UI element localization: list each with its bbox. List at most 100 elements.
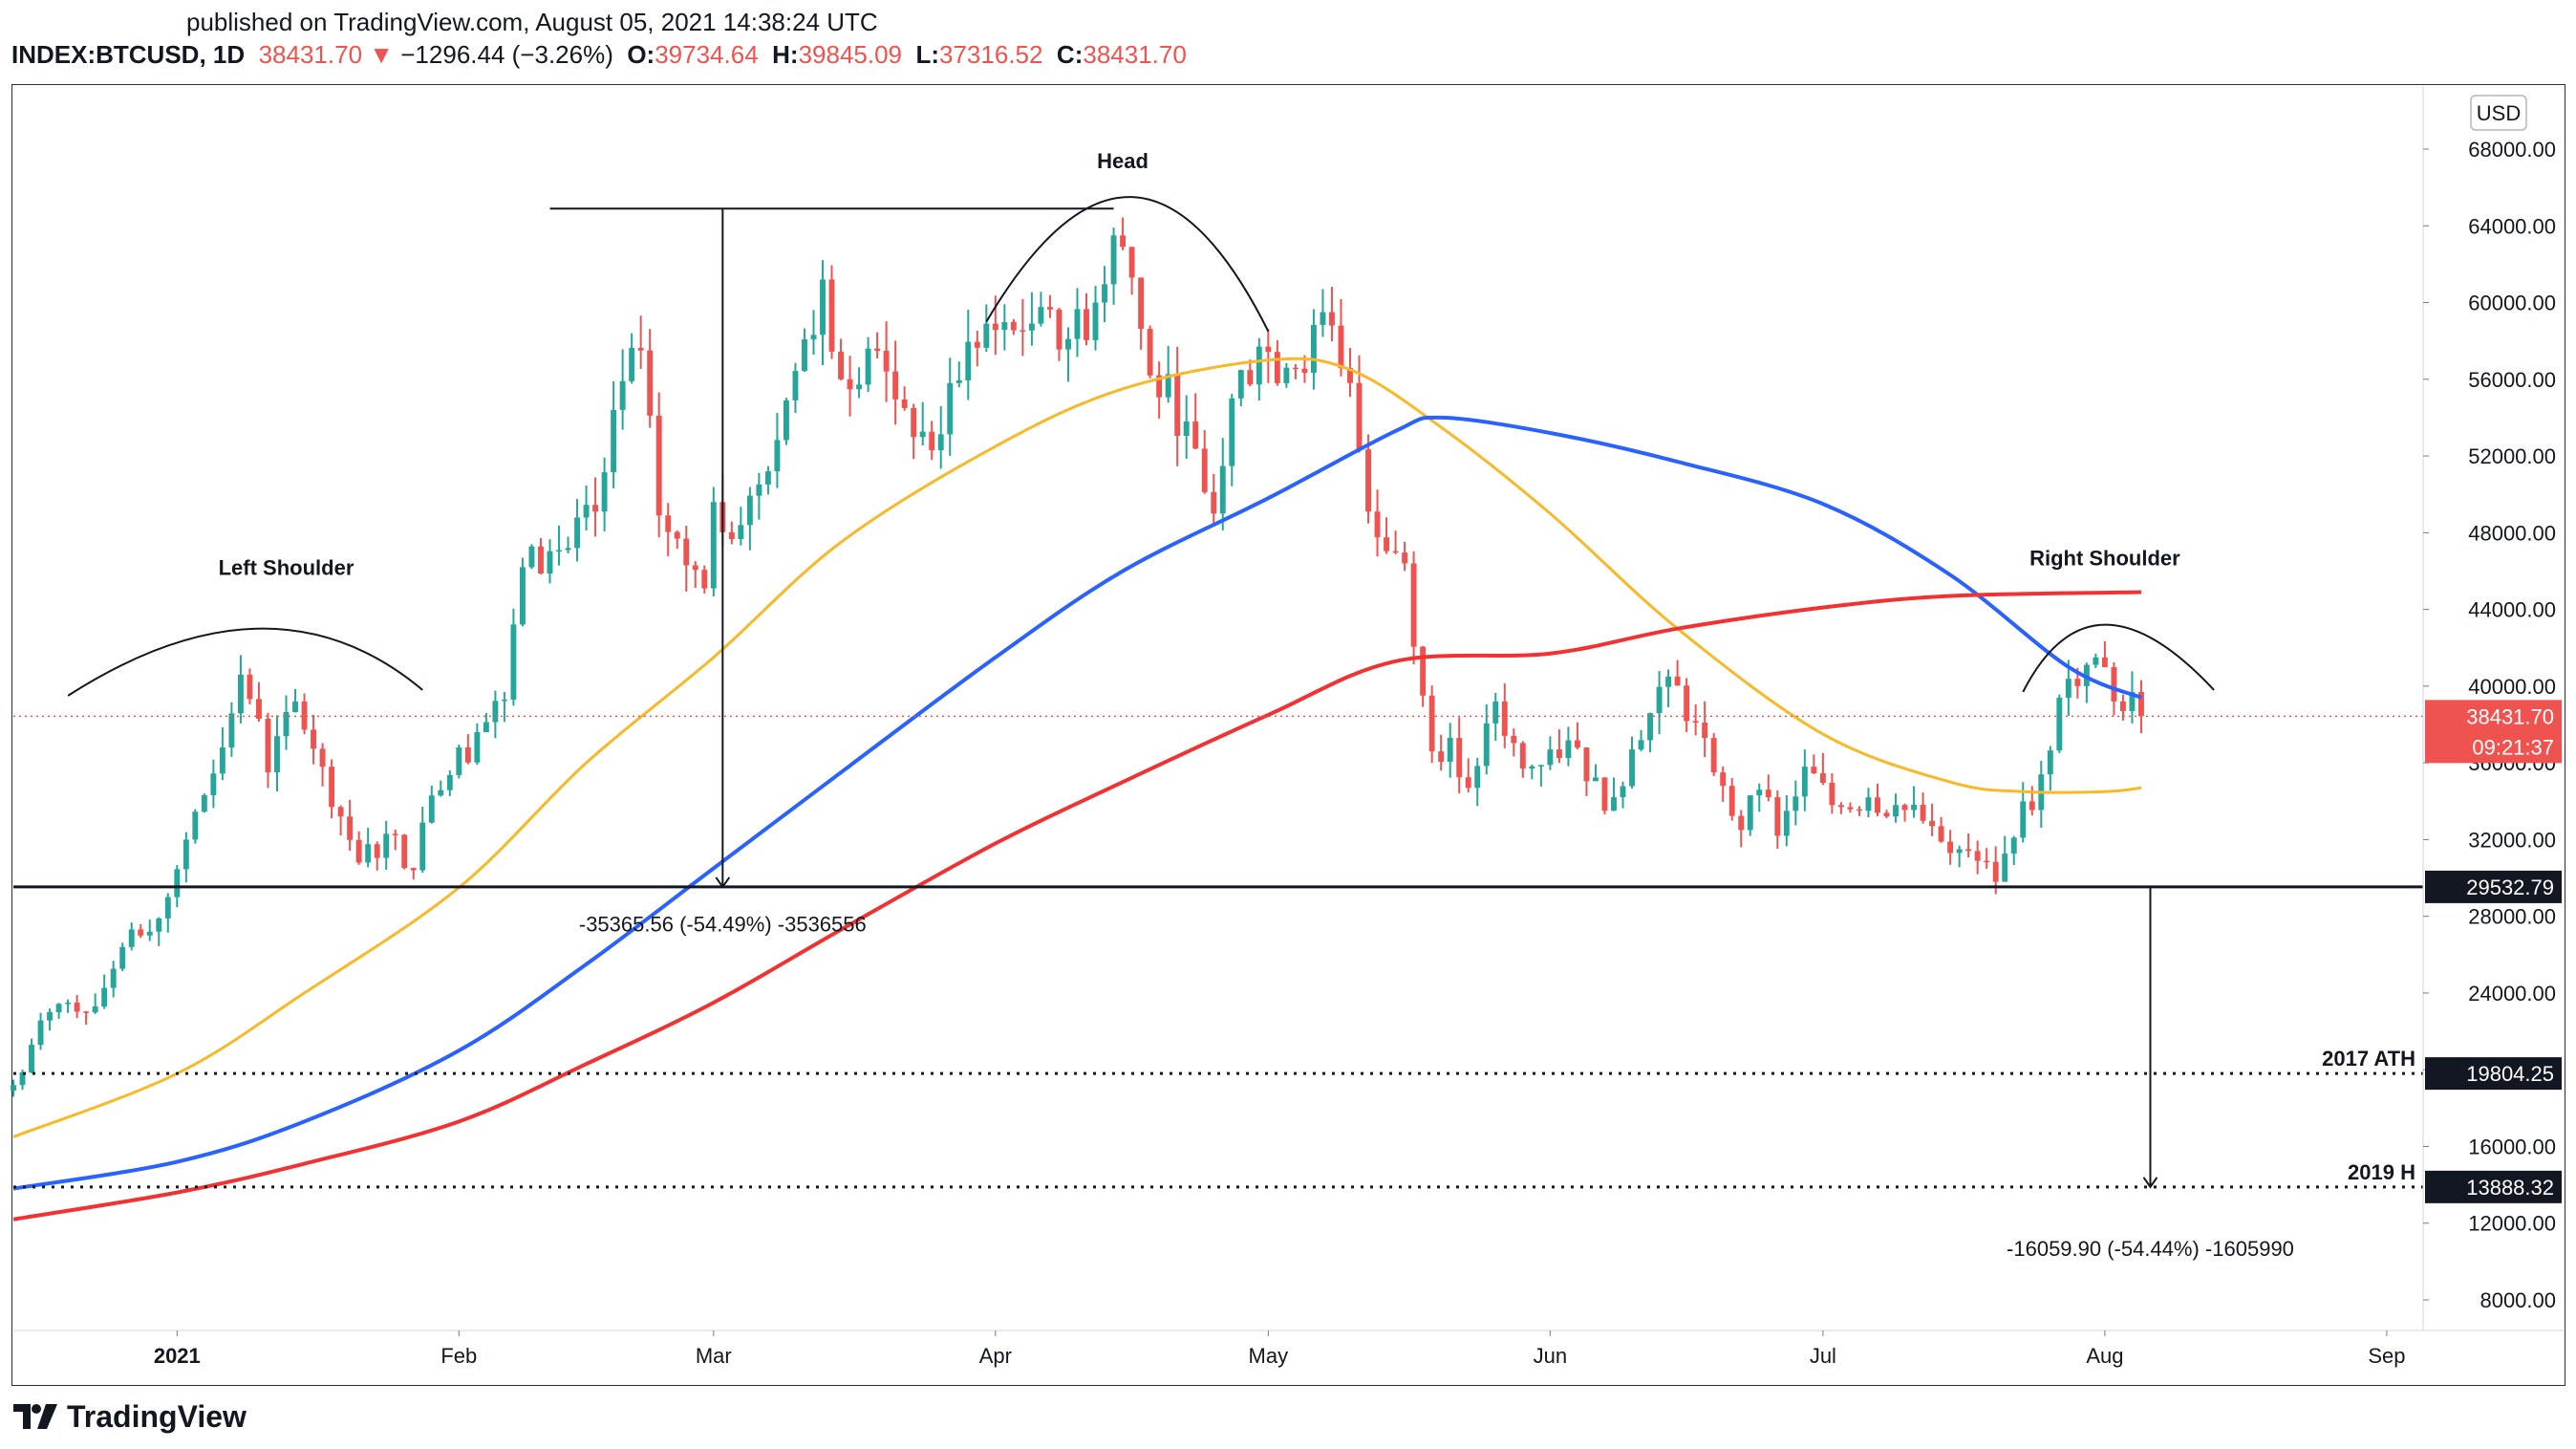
candle-up — [446, 774, 453, 790]
head-arc — [985, 196, 1270, 333]
candle-down — [1965, 849, 1972, 852]
candle-down — [637, 348, 644, 351]
candle-up — [182, 839, 189, 870]
candle-up — [483, 722, 489, 733]
candle-up — [29, 1045, 34, 1072]
candle-down — [1720, 772, 1727, 787]
candle-up — [11, 1085, 16, 1092]
symbol-name[interactable]: INDEX:BTCUSD, 1D — [11, 40, 246, 69]
candle-up — [1665, 676, 1672, 687]
candle-down — [1920, 804, 1926, 821]
candle-up — [1801, 767, 1808, 797]
candle-down — [683, 538, 690, 566]
candle-down — [1392, 551, 1399, 553]
candle-up — [2047, 750, 2053, 775]
label-2017-ath: 2017 ATH — [2322, 1047, 2415, 1071]
symbol-header: INDEX:BTCUSD, 1D 38431.70 ▼ −1296.44 (−3… — [11, 40, 1187, 70]
candle-up — [528, 546, 535, 568]
candle-down — [1365, 449, 1371, 512]
candle-up — [583, 505, 590, 518]
close-label: C: — [1056, 40, 1084, 69]
close-value: 38431.70 — [1083, 40, 1187, 69]
candle-down — [410, 868, 417, 871]
candle-down — [2111, 667, 2117, 702]
neckline-badge-value: 29532.79 — [2466, 876, 2554, 899]
candle-down — [974, 341, 980, 348]
candle-down — [1765, 789, 1771, 798]
chart-frame[interactable] — [11, 84, 2565, 1386]
candle-up — [383, 833, 390, 858]
candle-down — [892, 371, 899, 400]
candle-down — [2119, 701, 2126, 711]
candle-up — [2065, 679, 2072, 698]
candle-down — [901, 399, 908, 408]
currency-label: USD — [2477, 101, 2521, 125]
candle-up — [19, 1071, 26, 1086]
label-measure-head: -35365.56 (-54.49%) -3536556 — [579, 913, 867, 937]
candle-up — [756, 484, 762, 496]
candle-down — [247, 674, 253, 700]
candle-up — [1320, 312, 1326, 325]
candle-up — [428, 795, 435, 823]
label-right-shoulder: Right Shoulder — [2029, 546, 2180, 570]
candles-layer — [11, 217, 2144, 1097]
candle-down — [1501, 701, 1508, 736]
candle-down — [256, 699, 262, 719]
ma200-line — [12, 590, 2142, 1222]
y-tick-label: 64000.00 — [2468, 214, 2556, 238]
candle-down — [1829, 782, 1835, 806]
candle-down — [1211, 491, 1217, 514]
candle-up — [1565, 740, 1572, 758]
candle-down — [311, 729, 317, 749]
candle-up — [1110, 235, 1117, 285]
candle-down — [464, 746, 471, 763]
annotations-layer: Left Shoulder Head Right Shoulder 2017 ATH 2… — [13, 149, 2423, 1261]
candle-up — [1165, 374, 1171, 398]
tradingview-brand[interactable]: TradingView — [11, 1397, 247, 1436]
y-tick-label: 56000.00 — [2468, 368, 2556, 392]
x-tick-label: Mar — [696, 1344, 732, 1368]
candle-down — [1338, 325, 1344, 369]
candle-down — [1847, 807, 1854, 810]
candle-down — [1738, 815, 1745, 831]
y-tick-label: 8000.00 — [2479, 1288, 2556, 1312]
candle-down — [1728, 786, 1735, 816]
candle-up — [2056, 697, 2063, 751]
y-tick-label: 52000.00 — [2468, 444, 2556, 468]
candle-up — [1183, 421, 1190, 437]
candle-down — [1174, 374, 1181, 437]
candle-up — [474, 732, 481, 763]
candle-up — [419, 822, 426, 871]
candle-down — [1046, 307, 1053, 310]
candle-down — [1356, 382, 1363, 450]
candle-up — [1792, 796, 1799, 811]
axes-layer: 68000.00 64000.00 60000.00 56000.00 52000.00… — [13, 86, 2564, 1368]
candle-down — [355, 839, 362, 863]
y-tick-label: 68000.00 — [2468, 138, 2556, 162]
candle-down — [1556, 749, 1562, 758]
x-tick-label: Aug — [2086, 1344, 2123, 1368]
candle-down — [329, 767, 335, 808]
candle-up — [237, 674, 244, 714]
candle-down — [592, 505, 599, 512]
candle-down — [1674, 676, 1681, 686]
candle-up — [619, 380, 626, 410]
candle-down — [665, 515, 672, 532]
candle-down — [2029, 801, 2035, 811]
candle-up — [1256, 346, 1262, 385]
candle-down — [728, 531, 735, 540]
candle-up — [1492, 701, 1499, 724]
candle-down — [838, 351, 844, 379]
candle-up — [774, 440, 781, 472]
candle-up — [1865, 797, 1872, 811]
candle-down — [319, 748, 326, 768]
candle-up — [283, 711, 290, 737]
candle-up — [856, 384, 863, 390]
candle-up — [365, 844, 372, 863]
candle-up — [1611, 797, 1617, 811]
candle-down — [647, 350, 654, 416]
candle-up — [438, 789, 444, 796]
candle-down — [1056, 309, 1063, 350]
candle-down — [1875, 797, 1880, 813]
